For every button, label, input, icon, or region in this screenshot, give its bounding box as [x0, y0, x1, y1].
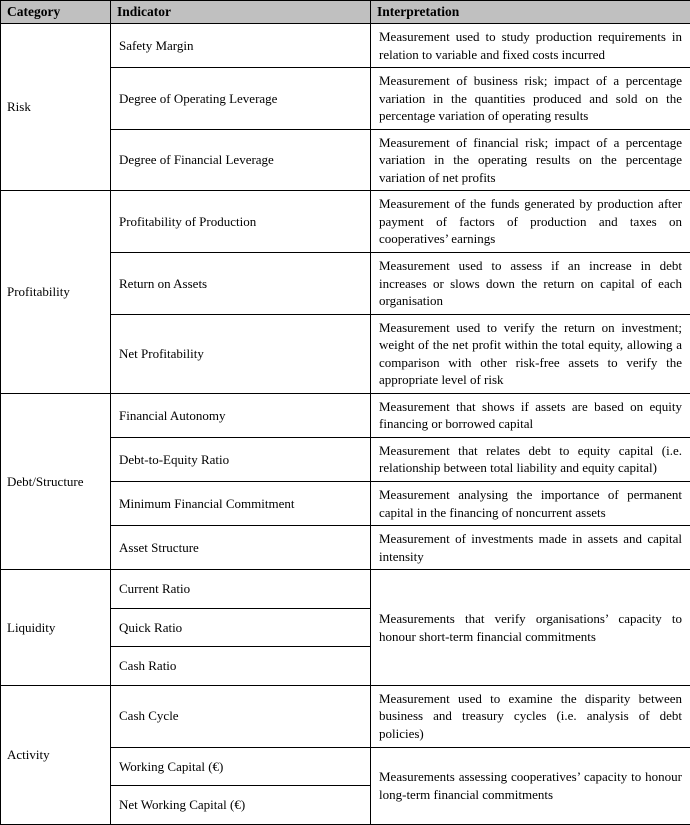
table-row: Risk Safety Margin Measurement used to s…: [1, 24, 690, 68]
category-cell-activity: Activity: [1, 685, 111, 824]
category-cell-debt: Debt/Structure: [1, 393, 111, 569]
interpretation-cell: Measurement of investments made in asset…: [371, 526, 690, 570]
interpretation-cell: Measurements assessing cooperatives’ cap…: [371, 747, 690, 824]
indicator-cell: Financial Autonomy: [111, 393, 371, 437]
interpretation-cell: Measurement of financial risk; impact of…: [371, 129, 690, 191]
indicator-cell: Net Profitability: [111, 314, 371, 393]
indicator-cell: Cash Ratio: [111, 647, 371, 686]
indicator-cell: Degree of Operating Leverage: [111, 68, 371, 130]
header-indicator: Indicator: [111, 1, 371, 24]
indicator-cell: Working Capital (€): [111, 747, 371, 786]
table-row: Debt/Structure Financial Autonomy Measur…: [1, 393, 690, 437]
category-cell-risk: Risk: [1, 24, 111, 191]
indicator-cell: Return on Assets: [111, 253, 371, 315]
header-interpretation: Interpretation: [371, 1, 690, 24]
indicator-cell: Quick Ratio: [111, 608, 371, 647]
interpretation-cell: Measurement that shows if assets are bas…: [371, 393, 690, 437]
interpretation-cell: Measurement used to verify the return on…: [371, 314, 690, 393]
interpretation-cell: Measurement analysing the importance of …: [371, 482, 690, 526]
interpretation-cell: Measurement that relates debt to equity …: [371, 437, 690, 481]
indicator-cell: Cash Cycle: [111, 685, 371, 747]
indicator-cell: Profitability of Production: [111, 191, 371, 253]
indicator-cell: Debt-to-Equity Ratio: [111, 437, 371, 481]
indicator-cell: Asset Structure: [111, 526, 371, 570]
indicator-cell: Minimum Financial Commitment: [111, 482, 371, 526]
table-row: Activity Cash Cycle Measurement used to …: [1, 685, 690, 747]
table-header-row: Category Indicator Interpretation: [1, 1, 690, 24]
indicator-cell: Current Ratio: [111, 570, 371, 609]
interpretation-cell: Measurement used to assess if an increas…: [371, 253, 690, 315]
table-row: Liquidity Current Ratio Measurements tha…: [1, 570, 690, 609]
interpretation-cell: Measurement used to study production req…: [371, 24, 690, 68]
interpretation-cell: Measurements that verify organisations’ …: [371, 570, 690, 686]
interpretation-cell: Measurement of the funds generated by pr…: [371, 191, 690, 253]
header-category: Category: [1, 1, 111, 24]
indicator-cell: Degree of Financial Leverage: [111, 129, 371, 191]
indicator-cell: Net Working Capital (€): [111, 786, 371, 825]
category-cell-liquidity: Liquidity: [1, 570, 111, 686]
interpretation-cell: Measurement used to examine the disparit…: [371, 685, 690, 747]
interpretation-cell: Measurement of business risk; impact of …: [371, 68, 690, 130]
indicators-table: Category Indicator Interpretation Risk S…: [0, 0, 690, 825]
indicator-cell: Safety Margin: [111, 24, 371, 68]
table-row: Profitability Profitability of Productio…: [1, 191, 690, 253]
category-cell-profitability: Profitability: [1, 191, 111, 393]
